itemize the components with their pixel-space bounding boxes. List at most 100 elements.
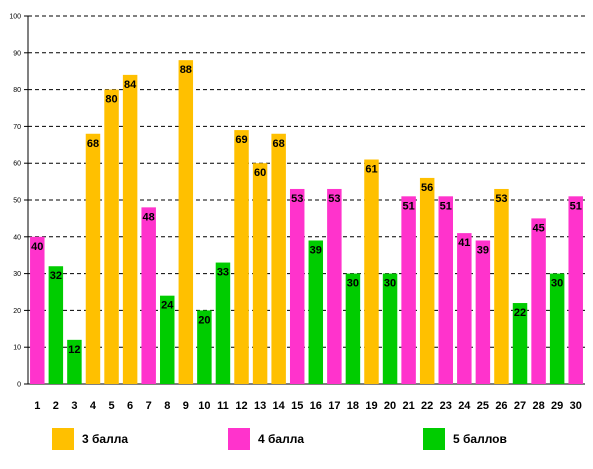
legend-item-4: 4 балла bbox=[228, 428, 304, 450]
legend-label-3: 3 балла bbox=[82, 432, 129, 446]
x-tick-label: 24 bbox=[458, 400, 471, 412]
bar-13 bbox=[252, 163, 268, 384]
x-tick-label: 20 bbox=[384, 400, 396, 412]
bar-5 bbox=[104, 89, 119, 384]
data-label-3: 12 bbox=[68, 344, 80, 356]
bar-15 bbox=[289, 188, 305, 384]
data-label-24: 41 bbox=[458, 237, 470, 249]
bar-20 bbox=[382, 273, 398, 384]
legend-label-4: 4 балла bbox=[258, 432, 305, 446]
bar-26 bbox=[494, 188, 509, 384]
x-tick-label: 14 bbox=[273, 400, 286, 412]
x-tick-label: 1 bbox=[34, 400, 40, 412]
data-label-11: 33 bbox=[217, 267, 229, 279]
bar-23 bbox=[438, 196, 453, 384]
y-tick-label: 40 bbox=[13, 234, 21, 241]
x-tick-label: 18 bbox=[347, 400, 359, 412]
legend-item-5: 5 баллов bbox=[423, 428, 507, 450]
data-label-28: 45 bbox=[532, 222, 544, 234]
data-label-15: 53 bbox=[291, 193, 303, 205]
bar-12 bbox=[234, 130, 249, 384]
data-label-14: 68 bbox=[273, 138, 285, 150]
data-label-4: 68 bbox=[87, 138, 99, 150]
bar-18 bbox=[345, 273, 361, 384]
y-tick-label: 60 bbox=[13, 161, 21, 168]
bar-28 bbox=[531, 218, 546, 384]
bar-2 bbox=[48, 266, 64, 384]
data-label-18: 30 bbox=[347, 278, 359, 290]
x-tick-label: 6 bbox=[127, 400, 133, 412]
bar-25 bbox=[475, 240, 491, 384]
data-label-10: 20 bbox=[198, 314, 210, 326]
x-tick-label: 2 bbox=[53, 400, 59, 412]
x-tick-label: 22 bbox=[421, 400, 433, 412]
data-label-5: 80 bbox=[105, 94, 117, 106]
data-label-17: 53 bbox=[328, 193, 340, 205]
bar-11 bbox=[215, 262, 231, 384]
y-tick-label: 100 bbox=[9, 14, 21, 21]
y-tick-label: 80 bbox=[13, 87, 21, 94]
x-tick-label: 7 bbox=[146, 400, 152, 412]
x-axis: 1 2 3 4 5 6 7 8 9 10 11 12 13 14 15 16 17 18 19 20 21 22 23 24 2… bbox=[34, 400, 582, 412]
data-label-6: 84 bbox=[124, 79, 137, 91]
data-label-27: 22 bbox=[514, 307, 526, 319]
bar-10 bbox=[197, 310, 212, 384]
bar-24 bbox=[457, 233, 472, 384]
data-label-1: 40 bbox=[31, 241, 43, 253]
x-tick-label: 25 bbox=[477, 400, 489, 412]
x-tick-label: 8 bbox=[164, 400, 170, 412]
y-tick-label: 50 bbox=[13, 198, 21, 205]
bar-16 bbox=[308, 240, 324, 384]
data-label-20: 30 bbox=[384, 278, 396, 290]
bar-3 bbox=[67, 339, 82, 384]
data-label-21: 51 bbox=[402, 200, 414, 212]
bar-30 bbox=[568, 196, 583, 384]
gridlines bbox=[28, 15, 585, 385]
legend-swatch-3 bbox=[52, 428, 74, 450]
x-tick-label: 9 bbox=[183, 400, 189, 412]
y-tick-label: 90 bbox=[13, 50, 21, 57]
x-tick-label: 11 bbox=[217, 400, 229, 412]
bar-4 bbox=[85, 133, 101, 384]
data-label-12: 69 bbox=[235, 134, 247, 146]
bar-9 bbox=[178, 60, 194, 384]
legend-swatch-4 bbox=[228, 428, 250, 450]
x-tick-label: 29 bbox=[551, 400, 563, 412]
data-label-23: 51 bbox=[440, 200, 452, 212]
y-axis: 0 10 20 30 40 50 60 70 80 90 100 bbox=[9, 14, 29, 389]
x-tick-label: 17 bbox=[328, 400, 340, 412]
data-label-25: 39 bbox=[477, 244, 489, 256]
data-label-26: 53 bbox=[495, 193, 507, 205]
x-tick-label: 15 bbox=[291, 400, 303, 412]
y-tick-label: 70 bbox=[13, 124, 21, 131]
x-tick-label: 23 bbox=[440, 400, 452, 412]
x-tick-label: 27 bbox=[514, 400, 526, 412]
data-label-16: 39 bbox=[310, 244, 322, 256]
bar-14 bbox=[271, 133, 286, 384]
data-label-13: 60 bbox=[254, 167, 266, 179]
data-label-2: 32 bbox=[50, 270, 62, 282]
x-tick-label: 19 bbox=[365, 400, 377, 412]
y-tick-label: 10 bbox=[13, 345, 21, 352]
legend-item-3: 3 балла bbox=[52, 428, 128, 450]
x-tick-label: 28 bbox=[532, 400, 544, 412]
bar-21 bbox=[401, 196, 416, 384]
bar-8 bbox=[160, 295, 175, 384]
y-tick-label: 30 bbox=[13, 271, 21, 278]
bar-27 bbox=[512, 303, 528, 384]
data-label-30: 51 bbox=[570, 200, 582, 212]
bar-19 bbox=[364, 159, 379, 384]
bar-1 bbox=[30, 236, 45, 384]
x-tick-label: 12 bbox=[235, 400, 247, 412]
data-label-9: 88 bbox=[180, 64, 192, 76]
x-tick-label: 30 bbox=[570, 400, 582, 412]
data-label-19: 61 bbox=[365, 164, 377, 176]
x-tick-label: 5 bbox=[108, 400, 114, 412]
legend-label-5: 5 баллов bbox=[453, 432, 507, 446]
data-labels: 40 32 12 68 80 84 48 24 88 20 33 69 60 68 53 39 53 30 61 30… bbox=[31, 64, 582, 356]
x-tick-label: 13 bbox=[254, 400, 266, 412]
y-tick-label: 0 bbox=[17, 382, 21, 389]
x-tick-label: 4 bbox=[90, 400, 97, 412]
bar-7 bbox=[141, 207, 156, 384]
